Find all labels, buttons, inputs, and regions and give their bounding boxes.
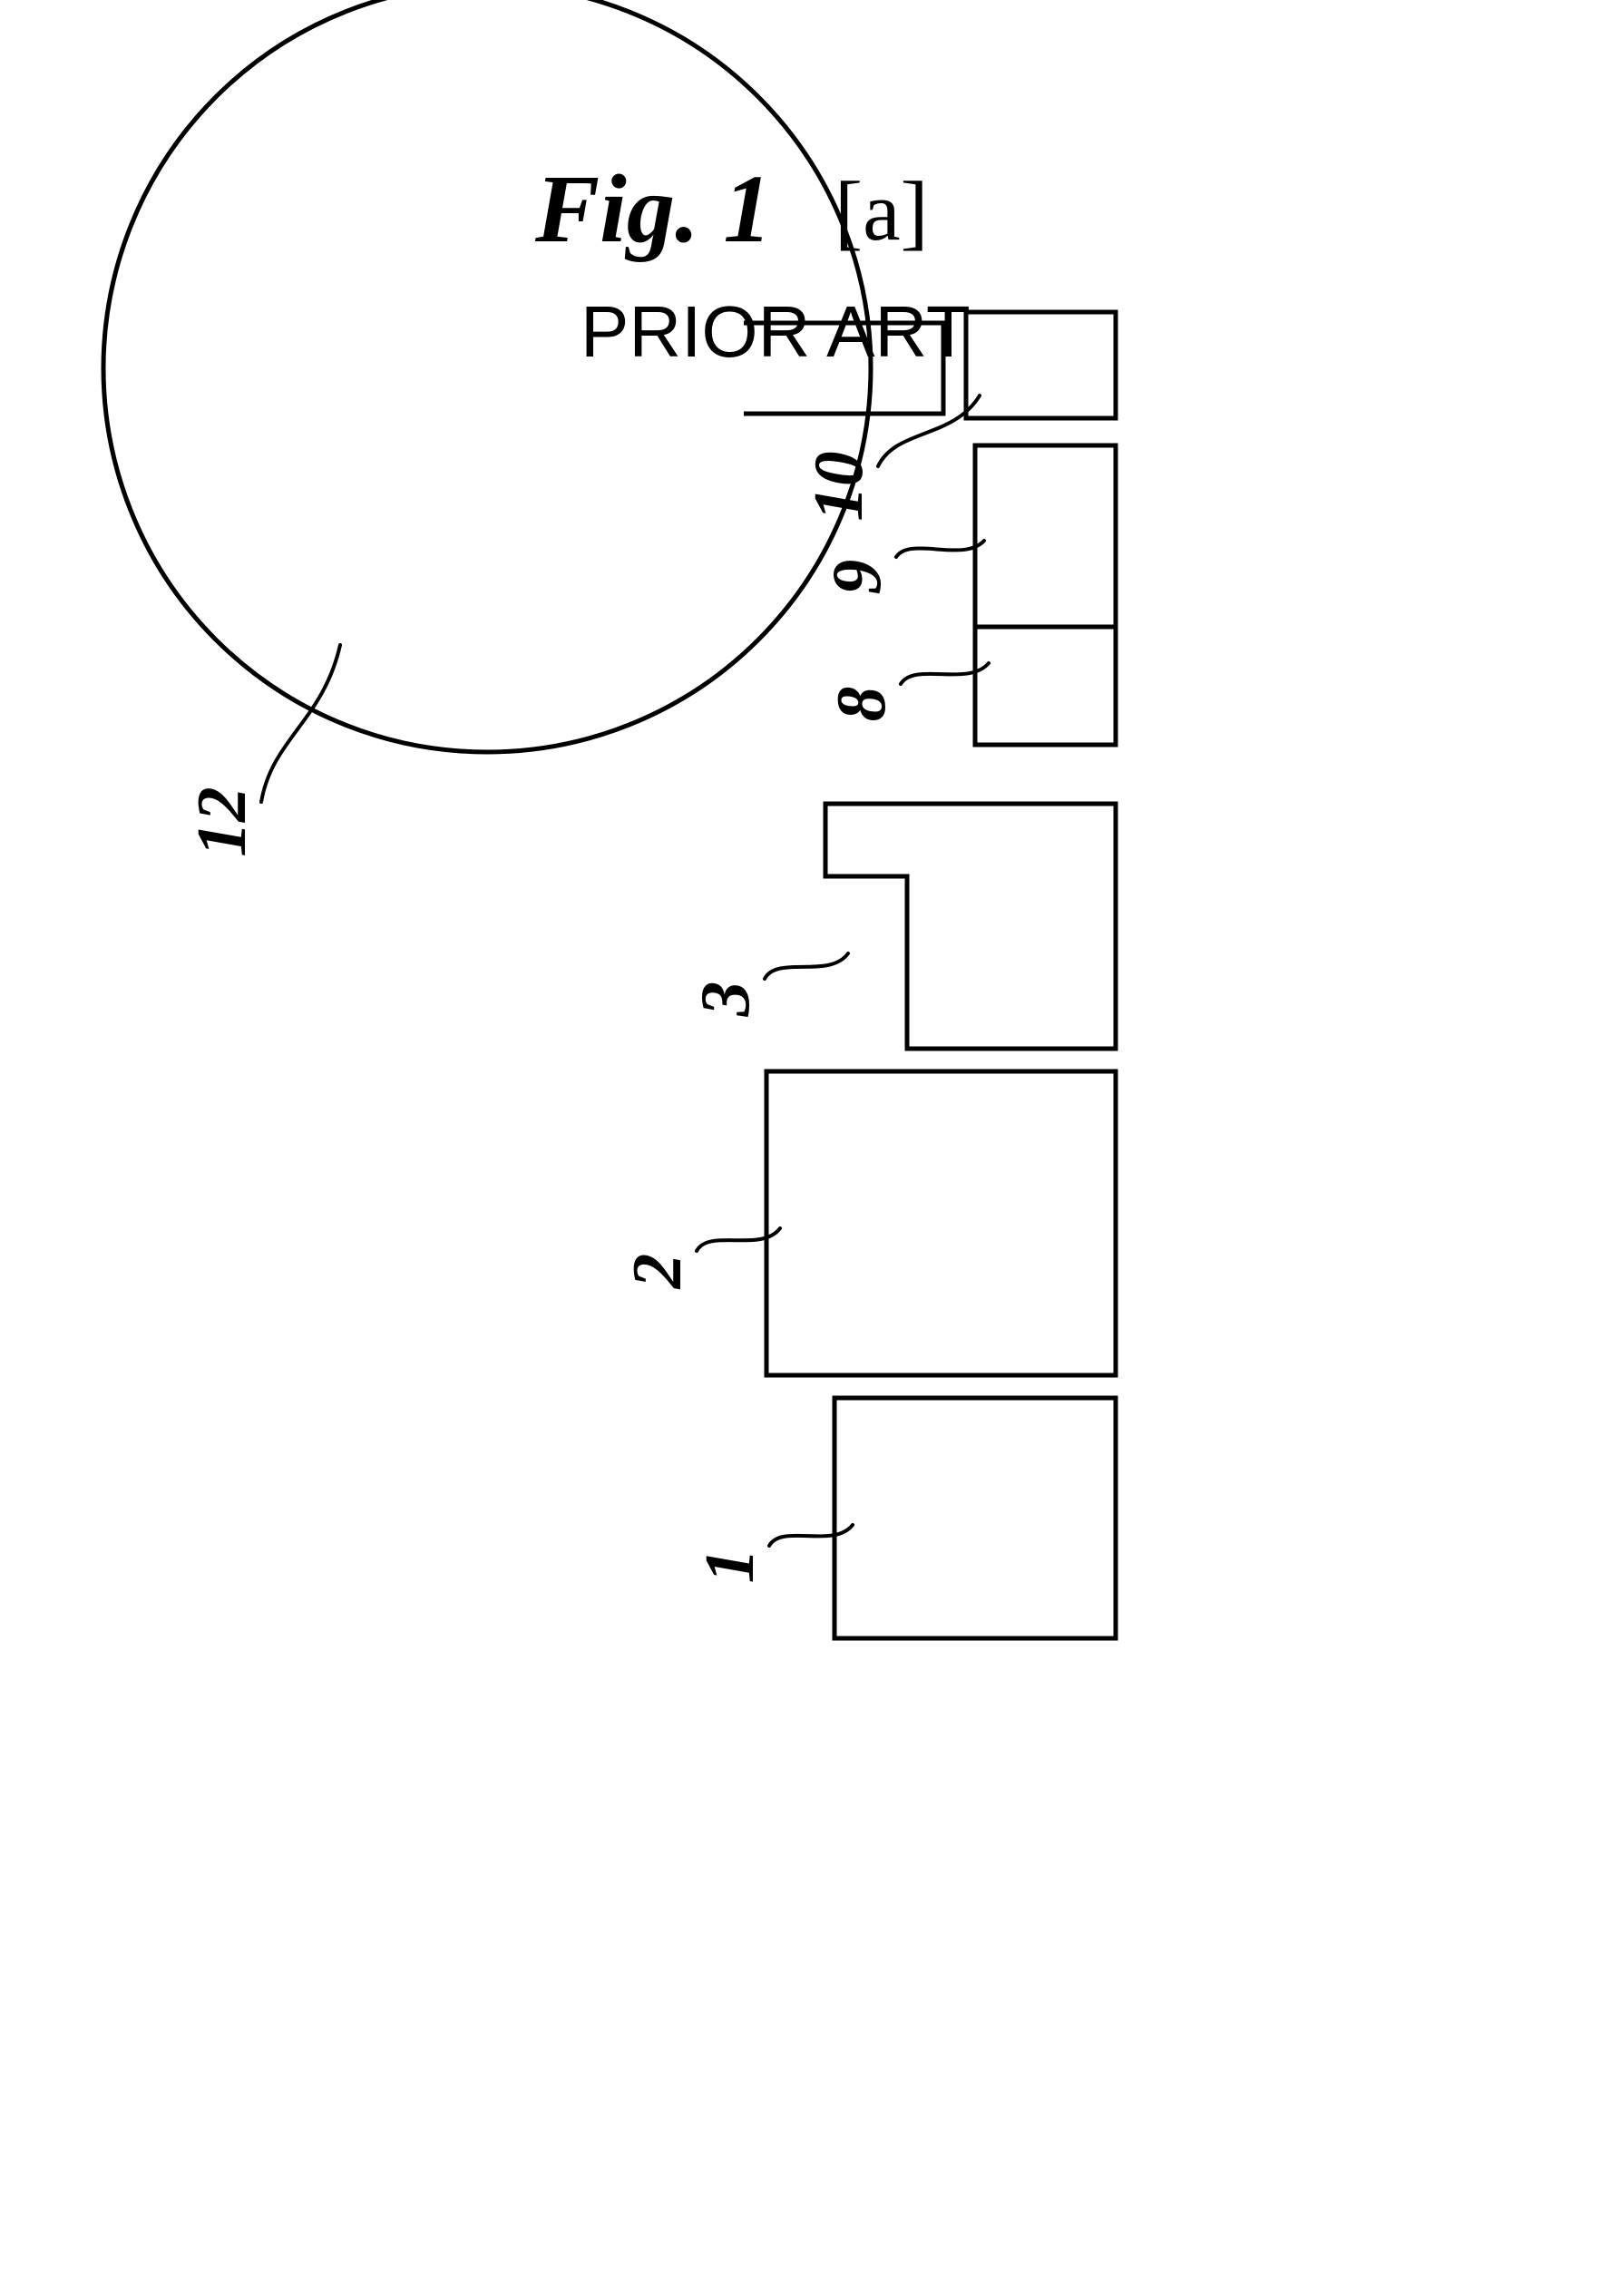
- block1: [834, 1398, 1116, 1638]
- label-12: 12: [182, 787, 260, 856]
- figure-title: Fig. 1: [535, 154, 772, 266]
- leader-1: [769, 1525, 853, 1546]
- block89: [975, 445, 1116, 745]
- label-10: 10: [799, 451, 877, 521]
- leader-9: [896, 541, 984, 557]
- label-2: 2: [618, 1254, 696, 1290]
- figure-subtitle: PRIOR ART: [581, 290, 971, 374]
- block10: [966, 312, 1116, 418]
- block3: [825, 804, 1116, 1049]
- leader-12: [261, 645, 340, 802]
- label-3: 3: [686, 982, 764, 1018]
- label-1: 1: [690, 1549, 768, 1584]
- figure-title-bracket: [a]: [834, 163, 929, 260]
- label-9: 9: [817, 560, 895, 595]
- leader-3: [765, 953, 848, 979]
- circle12: [103, 0, 871, 752]
- block2: [766, 1071, 1116, 1375]
- label-8: 8: [822, 687, 900, 722]
